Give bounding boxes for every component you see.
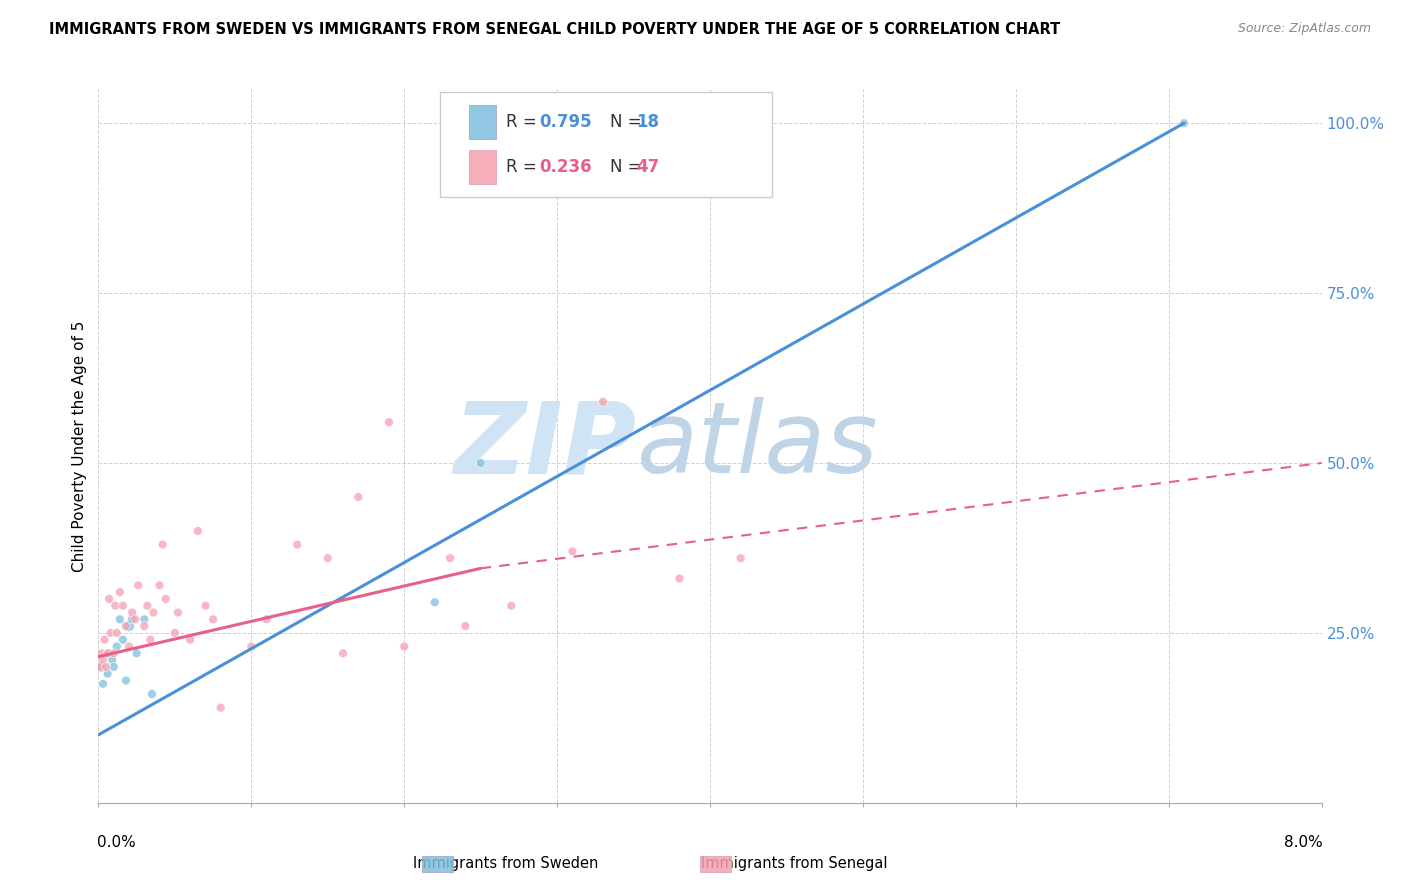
Point	[202, 612, 225, 626]
Point	[209, 700, 232, 714]
Point	[592, 394, 614, 409]
Point	[98, 646, 121, 660]
Point	[285, 537, 308, 551]
Point	[127, 578, 149, 592]
Point	[194, 599, 217, 613]
Point	[134, 619, 156, 633]
Point	[152, 537, 174, 551]
Text: 8.0%: 8.0%	[1284, 835, 1323, 850]
Text: Immigrants from Senegal: Immigrants from Senegal	[702, 856, 887, 871]
Point	[108, 585, 131, 599]
Point	[179, 632, 201, 647]
Point	[118, 640, 141, 654]
Text: 0.795: 0.795	[538, 113, 592, 131]
Text: 18: 18	[637, 113, 659, 131]
Point	[347, 490, 370, 504]
Point	[108, 612, 131, 626]
Text: 0.0%: 0.0%	[97, 835, 136, 850]
Point	[149, 578, 172, 592]
Point	[105, 640, 128, 654]
Point	[101, 653, 124, 667]
Point	[561, 544, 583, 558]
Point	[121, 606, 143, 620]
Point	[316, 551, 339, 566]
Point	[136, 599, 159, 613]
Point	[187, 524, 209, 538]
Text: Source: ZipAtlas.com: Source: ZipAtlas.com	[1237, 22, 1371, 36]
Point	[392, 640, 416, 654]
Point	[439, 551, 461, 566]
Point	[470, 456, 492, 470]
Point	[256, 612, 278, 626]
Text: 47: 47	[637, 158, 659, 176]
Text: R =: R =	[506, 113, 541, 131]
Point	[94, 660, 117, 674]
Point	[105, 626, 128, 640]
Point	[1173, 116, 1195, 130]
Point	[111, 599, 134, 613]
Point	[104, 599, 127, 613]
Point	[423, 595, 446, 609]
Point	[115, 619, 138, 633]
Point	[142, 606, 165, 620]
Point	[332, 646, 354, 660]
Point	[139, 632, 162, 647]
Point	[141, 687, 163, 701]
Point	[730, 551, 752, 566]
Point	[93, 632, 115, 647]
Point	[115, 673, 138, 688]
Text: atlas: atlas	[637, 398, 879, 494]
Point	[125, 646, 148, 660]
Point	[89, 660, 111, 674]
Point	[124, 612, 146, 626]
Point	[98, 591, 121, 606]
Point	[121, 612, 143, 626]
Text: Immigrants from Sweden: Immigrants from Sweden	[413, 856, 599, 871]
Point	[454, 619, 477, 633]
Point	[103, 646, 125, 660]
Text: N =: N =	[610, 158, 647, 176]
Point	[118, 619, 141, 633]
Point	[163, 626, 186, 640]
Text: N =: N =	[610, 113, 647, 131]
Point	[91, 677, 114, 691]
Point	[97, 666, 120, 681]
Point	[167, 606, 190, 620]
Point	[100, 626, 122, 640]
Point	[668, 572, 690, 586]
Point	[134, 612, 156, 626]
Point	[97, 646, 120, 660]
Point	[90, 660, 112, 674]
Text: R =: R =	[506, 158, 541, 176]
Point	[240, 640, 263, 654]
Text: 0.236: 0.236	[538, 158, 592, 176]
Point	[90, 646, 112, 660]
Text: IMMIGRANTS FROM SWEDEN VS IMMIGRANTS FROM SENEGAL CHILD POVERTY UNDER THE AGE OF: IMMIGRANTS FROM SWEDEN VS IMMIGRANTS FRO…	[49, 22, 1060, 37]
Point	[91, 653, 114, 667]
Point	[378, 415, 401, 429]
Text: ZIP: ZIP	[454, 398, 637, 494]
Y-axis label: Child Poverty Under the Age of 5: Child Poverty Under the Age of 5	[72, 320, 87, 572]
Point	[111, 632, 134, 647]
Point	[155, 591, 177, 606]
Point	[501, 599, 523, 613]
Point	[103, 660, 125, 674]
